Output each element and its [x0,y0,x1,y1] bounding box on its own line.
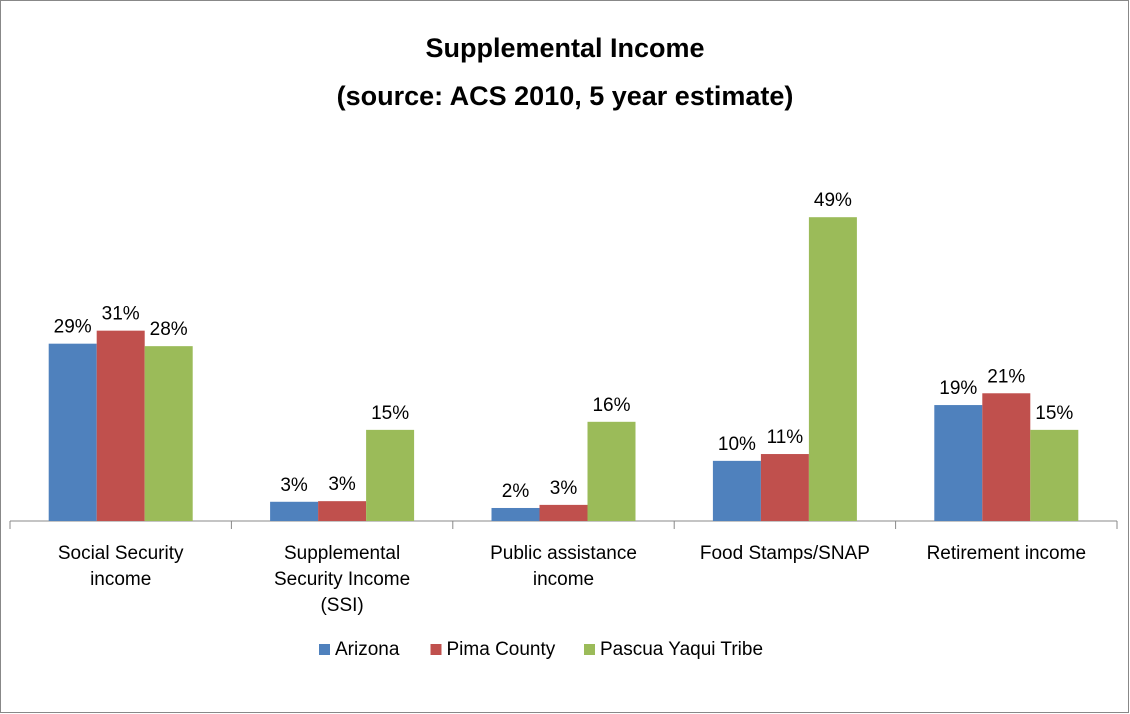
bar [318,501,367,521]
data-label: 21% [987,366,1025,387]
data-label: 29% [54,317,92,338]
data-label: 3% [280,475,308,496]
data-label: 3% [328,474,356,495]
bar [491,507,540,521]
data-label: 19% [939,378,977,399]
bar [587,421,636,521]
data-label: 28% [150,319,188,340]
bar [366,429,415,521]
chart-title: Supplemental Income [425,33,704,63]
x-tick-label: Public assistance income [490,543,637,590]
data-label: 31% [102,304,140,325]
legend-label: Pima County [447,639,556,660]
data-label: 2% [502,481,530,502]
bar [270,501,319,521]
legend-swatch [319,644,330,655]
bar [144,346,193,521]
bar [712,460,761,521]
data-label: 10% [718,434,756,455]
data-label: 3% [550,478,578,499]
data-label: 15% [1035,403,1073,424]
bar [982,393,1031,521]
x-tick-label: Social Security income [57,543,184,590]
bar [48,343,97,521]
x-tick-label: Supplemental Security Income (SSI) [273,543,411,616]
bar [1030,429,1079,521]
legend-label: Arizona [335,639,400,660]
data-label: 11% [767,427,804,448]
legend-swatch [430,644,442,655]
legend-label: Pascua Yaqui Tribe [600,639,763,660]
data-label: 15% [371,403,409,424]
bar [808,217,857,521]
legend-swatch [584,644,595,655]
bar [760,454,809,521]
bar [96,330,145,521]
bar [539,504,588,521]
x-tick-label: Retirement income [926,543,1087,564]
bar [934,405,983,521]
x-tick-label: Food Stamps/SNAP [699,543,870,564]
data-label: 16% [592,395,630,416]
chart-subtitle: (source: ACS 2010, 5 year estimate) [337,81,794,111]
data-label: 49% [814,190,852,211]
